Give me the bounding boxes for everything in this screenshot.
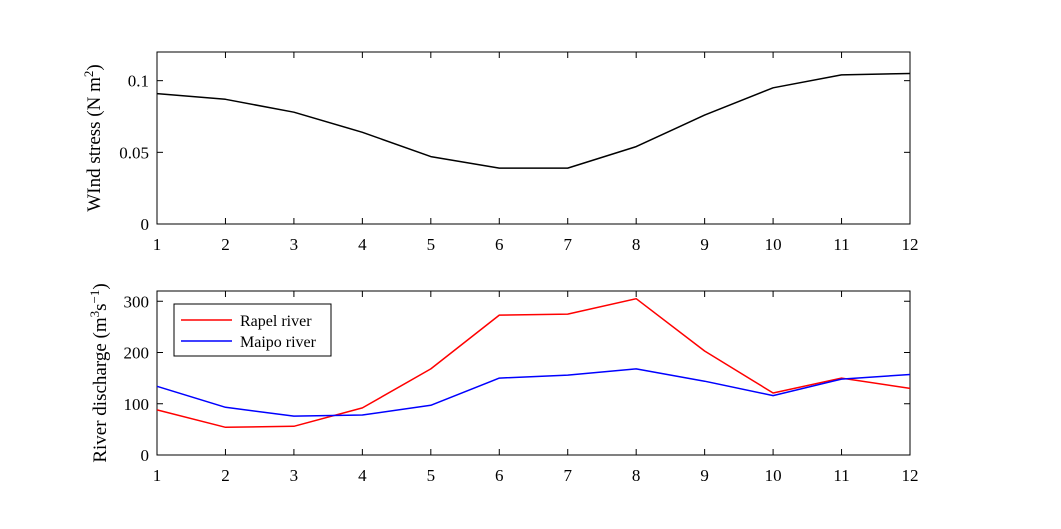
river-discharge-x-tick-label: 2 [221, 466, 230, 485]
wind-stress-x-tick-label: 7 [563, 235, 572, 254]
river-discharge-x-tick-label: 9 [700, 466, 709, 485]
wind-stress-y-tick-label: 0 [141, 215, 150, 234]
river-discharge-x-ticks: 1 2 3 4 5 6 7 8 9 10 11 12 [153, 291, 919, 485]
river-discharge-y-tick-label: 200 [124, 344, 150, 363]
wind-stress-x-tick-label: 1 [153, 235, 162, 254]
wind-stress-x-tick-label: 8 [632, 235, 641, 254]
river-discharge-y-ticks: 0 100 200 300 [124, 292, 910, 465]
wind-stress-panel: 1 2 3 4 5 6 7 8 9 10 11 12 00.050.1 WInd stress (N … [81, 51, 919, 254]
river-discharge-x-tick-label: 10 [765, 466, 782, 485]
wind-stress-x-tick-label: 6 [495, 235, 504, 254]
legend-label-rapel: Rapel river [240, 313, 312, 330]
legend: Rapel river Maipo river [173, 303, 332, 357]
river-discharge-axes-box [156, 290, 911, 456]
river-discharge-x-tick-label: 11 [833, 466, 849, 485]
river-discharge-x-tick-label: 8 [632, 466, 641, 485]
wind-stress-x-ticks: 1 2 3 4 5 6 7 8 9 10 11 12 [153, 52, 919, 254]
wind-stress-y-tick-label: 0.05 [119, 143, 149, 162]
river-discharge-series-line-1 [156, 368, 911, 417]
river-discharge-x-tick-label: 12 [902, 466, 919, 485]
river-discharge-x-tick-label: 7 [563, 466, 572, 485]
river-discharge-x-tick-label: 6 [495, 466, 504, 485]
wind-stress-y-tick-label: 0.1 [128, 72, 149, 91]
wind-stress-series-line-0 [156, 72, 911, 169]
wind-stress-x-tick-label: 4 [358, 235, 367, 254]
legend-box [173, 303, 332, 357]
river-discharge-series-line-0 [156, 297, 911, 429]
river-discharge-y-tick-label: 0 [141, 446, 150, 465]
river-discharge-x-tick-label: 4 [358, 466, 367, 485]
river-discharge-y-tick-label: 100 [124, 395, 150, 414]
wind-stress-x-tick-label: 9 [700, 235, 709, 254]
wind-stress-y-axis-label: WInd stress (N m2) [81, 64, 105, 211]
wind-stress-axes-box [156, 51, 911, 225]
wind-stress-x-tick-label: 5 [427, 235, 436, 254]
wind-stress-x-tick-label: 2 [221, 235, 230, 254]
legend-label-maipo: Maipo river [240, 334, 317, 351]
wind-stress-x-tick-label: 3 [290, 235, 299, 254]
river-discharge-x-tick-label: 3 [290, 466, 299, 485]
river-discharge-x-tick-label: 1 [153, 466, 162, 485]
river-discharge-lines [156, 297, 911, 429]
wind-stress-x-tick-label: 11 [833, 235, 849, 254]
river-discharge-x-tick-label: 5 [427, 466, 436, 485]
river-discharge-y-axis-label: River discharge (m3s−1) [87, 283, 111, 462]
river-discharge-y-tick-label: 300 [124, 292, 150, 311]
wind-stress-x-tick-label: 10 [765, 235, 782, 254]
wind-stress-lines [156, 72, 911, 169]
wind-stress-y-ticks: 0 0.05 0.1 [119, 72, 910, 234]
wind-stress-x-tick-label: 12 [902, 235, 919, 254]
